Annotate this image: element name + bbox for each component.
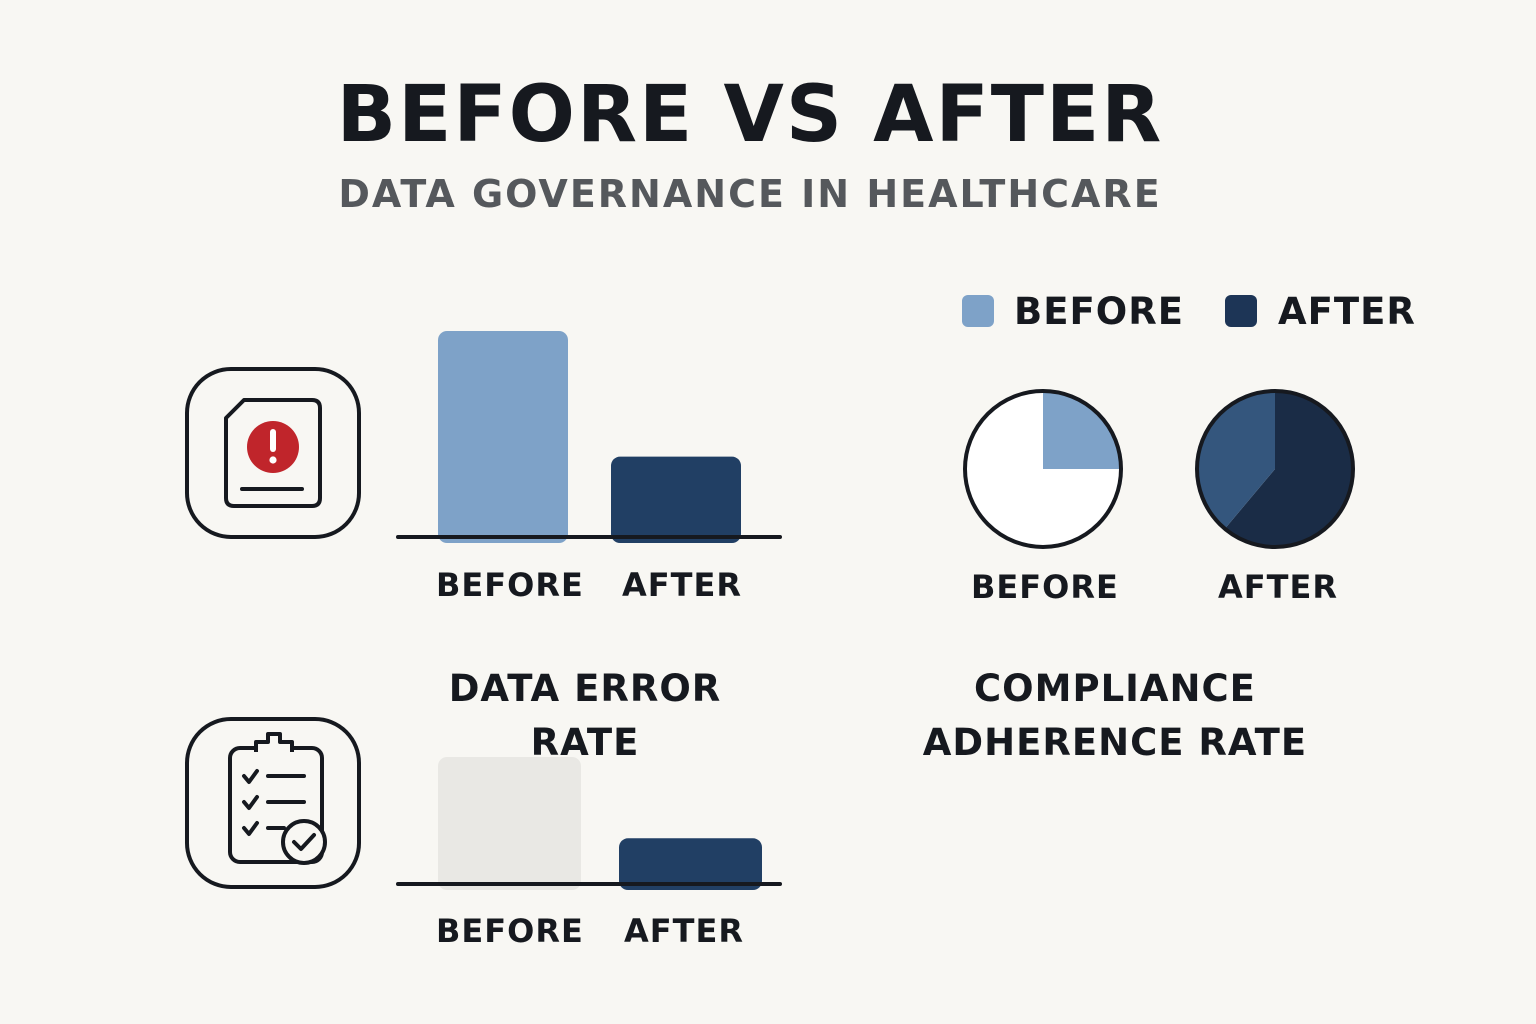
x-tick-label: BEFORE	[436, 566, 584, 604]
chart-caption-line: ADHERENCE RATE	[922, 721, 1308, 764]
legend-label-after: AFTER	[1278, 290, 1416, 333]
checklist-bar-chart	[396, 757, 782, 890]
document-alert-icon	[184, 366, 362, 540]
legend-label-before: BEFORE	[1014, 290, 1184, 333]
compliance-pie-charts	[963, 389, 1355, 549]
pie-after-slice	[1224, 391, 1353, 547]
pie-after-outline	[1195, 389, 1355, 549]
bar-after	[619, 838, 762, 890]
pie-before-slice	[1043, 391, 1121, 469]
error-rate-bar-chart	[396, 331, 782, 543]
x-tick-label: BEFORE	[436, 912, 584, 950]
bar-after	[611, 456, 741, 543]
bar-before	[438, 757, 581, 890]
chart-caption-line: COMPLIANCE	[974, 667, 1256, 710]
pie-label-after: AFTER	[1218, 568, 1338, 606]
bar-before	[438, 331, 568, 543]
legend-swatch-after	[1225, 295, 1257, 327]
chart-caption: COMPLIANCE ADHERENCE RATE	[900, 662, 1330, 770]
pie-label-before: BEFORE	[971, 568, 1119, 606]
legend-swatch-before	[962, 295, 994, 327]
x-tick-label: AFTER	[624, 912, 744, 950]
pie-before-outline	[963, 389, 1123, 549]
checklist-clipboard-icon	[184, 716, 362, 890]
x-tick-label: AFTER	[622, 566, 742, 604]
page-subtitle: DATA GOVERNANCE IN HEALTHCARE	[338, 172, 1162, 216]
page-title: BEFORE VS AFTER	[336, 70, 1164, 160]
chart-caption: DATA ERROR RATE	[448, 667, 722, 764]
pie-after-slice	[1197, 391, 1275, 529]
